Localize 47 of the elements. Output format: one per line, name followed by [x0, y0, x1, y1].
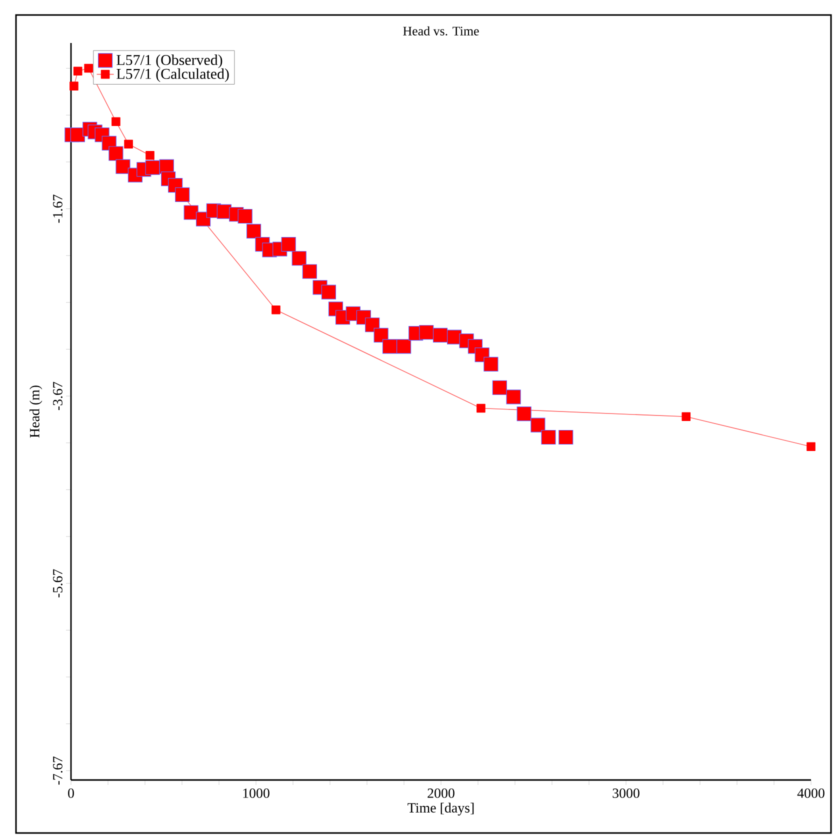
point [302, 264, 317, 279]
point [73, 66, 82, 76]
x-axis-title: Time [days] [408, 802, 474, 816]
point [124, 140, 133, 149]
point [374, 328, 388, 342]
point [558, 430, 574, 445]
point [530, 418, 546, 432]
point [145, 160, 160, 175]
point [246, 224, 262, 239]
legend-label: L57/1 (Calculated) [116, 68, 229, 82]
point [112, 117, 120, 126]
point [292, 251, 306, 266]
point [272, 305, 280, 314]
x-tick-label: 3000 [612, 788, 640, 798]
y-tick-label: -3.67 [53, 382, 62, 410]
point [419, 325, 434, 340]
point [175, 187, 190, 202]
point [146, 150, 154, 160]
point [382, 339, 398, 354]
point [516, 406, 532, 422]
x-tick-label: 1000 [243, 788, 270, 798]
point [238, 208, 252, 224]
point [432, 328, 448, 342]
y-axis-title: Head (m) [30, 386, 42, 438]
point [506, 390, 521, 404]
point [476, 404, 486, 413]
point [682, 412, 691, 422]
chart-title: Head vs. Time [403, 26, 479, 36]
y-tick-label: -5.67 [53, 569, 62, 598]
point [396, 339, 412, 354]
x-tick-label: 4000 [797, 788, 824, 798]
y-tick-label: -1.67 [53, 194, 62, 223]
point [184, 205, 198, 220]
x-tick-label: 0 [68, 788, 74, 798]
point [116, 159, 130, 174]
legend-label: L57/1 (Observed) [116, 54, 222, 68]
point [281, 237, 296, 252]
y-tick-label: -7.67 [53, 756, 62, 785]
point [321, 284, 336, 300]
point [70, 82, 78, 90]
point [84, 64, 93, 73]
point [492, 380, 507, 395]
point [541, 430, 556, 445]
x-tick-label: 2000 [428, 788, 454, 798]
point [484, 356, 498, 372]
point [108, 146, 124, 161]
point [806, 442, 816, 452]
